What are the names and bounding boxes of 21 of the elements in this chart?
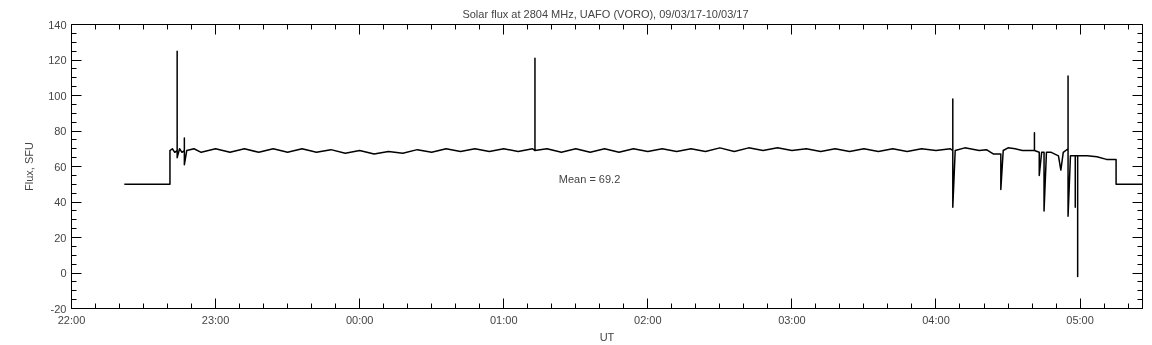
x-axis-title: UT <box>599 330 615 343</box>
x-tick-label: 03:00 <box>778 313 806 326</box>
y-tick-label: 140 <box>48 18 67 31</box>
y-axis-title: Flux, SFU <box>23 142 36 191</box>
x-tick-label: 01:00 <box>489 313 518 326</box>
y-tick-label: 80 <box>54 125 67 137</box>
x-tick-label: 05:00 <box>1066 313 1094 326</box>
x-tick-label: 23:00 <box>201 313 230 326</box>
y-tick-label: 100 <box>48 89 67 102</box>
x-tick-label: 02:00 <box>634 313 662 326</box>
y-tick-label: 0 <box>60 267 67 279</box>
y-tick-label: -20 <box>50 302 67 315</box>
chart-title: Solar flux at 2804 MHz, UAFO (VORO), 09/03/17-10/03/17 <box>462 7 749 20</box>
annotation: Mean = 69.2 <box>558 173 621 186</box>
x-tick-label: 22:00 <box>57 313 86 326</box>
y-tick-label: 120 <box>48 54 67 66</box>
y-tick-label: 60 <box>54 160 67 173</box>
y-tick-label: 40 <box>54 196 67 208</box>
y-tick-label: 20 <box>54 231 67 244</box>
x-tick-label: 04:00 <box>922 313 950 326</box>
x-tick-label: 00:00 <box>345 313 374 326</box>
